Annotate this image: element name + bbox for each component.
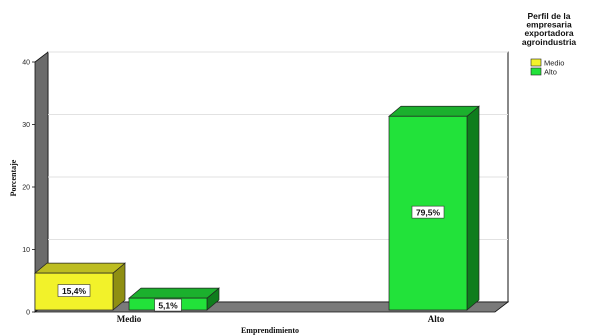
- legend-swatch-medio: [531, 59, 541, 66]
- legend: Perfil de laempresariaexportadoraagroind…: [522, 11, 577, 77]
- y-tick-label: 0: [26, 310, 30, 317]
- data-label: 79,5%: [416, 208, 441, 218]
- data-label: 15,4%: [62, 286, 87, 296]
- bar-medio-medio-top: [35, 263, 125, 273]
- y-tick-label: 40: [22, 60, 30, 67]
- legend-swatch-alto: [531, 68, 541, 75]
- x-axis-ticks: Medio Alto: [117, 314, 445, 324]
- y-tick-label: 10: [22, 247, 30, 254]
- bar-alto-alto-top: [389, 106, 479, 116]
- bar-medio-alto-top: [129, 288, 219, 298]
- y-axis-title: Porcentaje: [9, 159, 18, 196]
- x-axis-title: Emprendimiento: [241, 326, 299, 335]
- y-tick-label: 30: [22, 122, 30, 129]
- y-tick-label: 20: [22, 185, 30, 192]
- y-axis-ticks: 0 10 20 30 40: [22, 60, 35, 317]
- x-tick-label: Medio: [117, 314, 142, 324]
- legend-label-medio: Medio: [544, 59, 564, 68]
- x-tick-label: Alto: [428, 314, 445, 324]
- legend-title-line: agroindustria: [522, 37, 577, 47]
- bar-alto-alto-side: [467, 106, 479, 310]
- legend-label-alto: Alto: [544, 68, 557, 77]
- data-label: 5,1%: [158, 301, 178, 311]
